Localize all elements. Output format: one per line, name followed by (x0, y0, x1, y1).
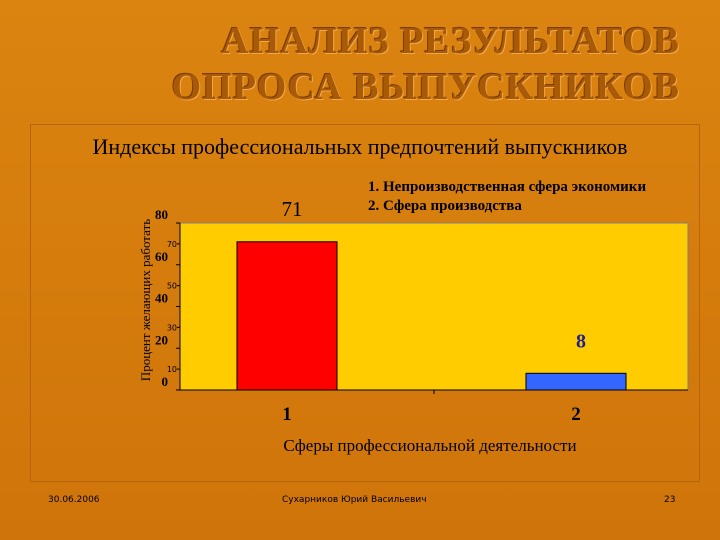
chart-title: Индексы профессиональных предпочтений вы… (92, 134, 628, 159)
y-minor-tick-label: 10 (167, 365, 177, 374)
chart-frame (30, 124, 700, 482)
y-minor-tick-label: 70 (167, 240, 177, 249)
x-tick-label: 1 (282, 404, 292, 425)
bar-1 (236, 241, 338, 391)
slide-title: АНАЛИЗ РЕЗУЛЬТАТОВ ОПРОСА ВЫПУСКНИКОВ (120, 18, 680, 110)
x-axis-label: Сферы профессиональной деятельности (283, 436, 577, 455)
data-label-2: 8 (576, 330, 586, 352)
y-tick-label: 60 (155, 249, 168, 264)
legend-item-1: 1. Непроизводственная сфера экономики (368, 179, 647, 195)
y-tick-label: 80 (155, 207, 168, 222)
legend-item-2: 2. Сфера производства (368, 198, 522, 214)
footer-date: 30.06.2006 (48, 495, 100, 505)
y-minor-tick-label: 30 (167, 323, 177, 332)
y-minor-tick-label: 50 (167, 282, 177, 291)
title-line-2: ОПРОСА ВЫПУСКНИКОВ (171, 66, 680, 108)
bar-2 (525, 372, 627, 391)
data-label-1: 71 (282, 197, 303, 221)
chart-legend: 1. Непроизводственная сфера экономики 2.… (368, 178, 646, 216)
footer-page-number: 23 (664, 495, 676, 505)
y-tick-label: 0 (162, 374, 169, 389)
y-tick-label: 20 (155, 332, 168, 347)
footer-author: Сухарников Юрий Васильевич (282, 495, 427, 505)
x-tick-label: 2 (571, 404, 581, 425)
y-tick-label: 40 (155, 291, 168, 306)
title-line-1: АНАЛИЗ РЕЗУЛЬТАТОВ (221, 20, 680, 62)
